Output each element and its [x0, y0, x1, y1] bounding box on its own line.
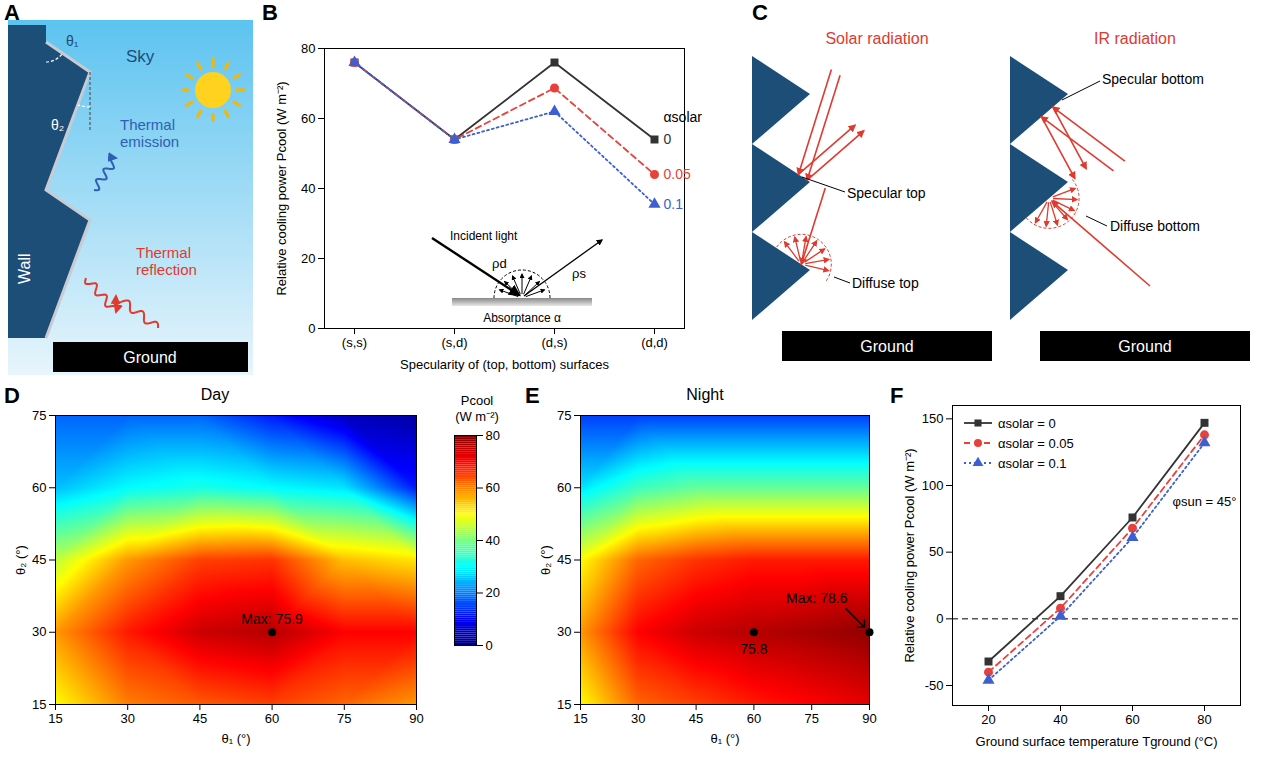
- svg-text:45: 45: [557, 552, 571, 567]
- svg-text:0.05: 0.05: [664, 166, 691, 182]
- svg-text:Thermalemission: Thermalemission: [120, 116, 179, 150]
- svg-text:60: 60: [301, 111, 315, 126]
- svg-text:Max: 78.6: Max: 78.6: [786, 590, 848, 606]
- svg-text:0: 0: [308, 321, 315, 336]
- svg-text:Solar radiation: Solar radiation: [825, 30, 928, 47]
- svg-text:(s,s): (s,s): [342, 335, 367, 350]
- svg-text:75: 75: [337, 711, 351, 726]
- svg-text:Max: 75.9: Max: 75.9: [241, 611, 303, 627]
- svg-text:Ground: Ground: [860, 338, 913, 355]
- svg-text:Diffuse bottom: Diffuse bottom: [1110, 218, 1200, 234]
- svg-text:30: 30: [120, 711, 134, 726]
- svg-text:φsun = 45°: φsun = 45°: [1173, 494, 1237, 509]
- svg-text:45: 45: [193, 711, 207, 726]
- svg-text:θ₂ (°): θ₂ (°): [13, 545, 28, 575]
- svg-text:Specular bottom: Specular bottom: [1102, 71, 1204, 87]
- svg-text:Ground surface temperature Tgr: Ground surface temperature Tground (°C): [976, 734, 1218, 749]
- svg-text:100: 100: [922, 478, 944, 493]
- svg-text:θ₁ (°): θ₁ (°): [221, 731, 250, 746]
- svg-text:ρd: ρd: [492, 256, 507, 271]
- html-text:B: B: [262, 0, 278, 25]
- svg-text:0.1: 0.1: [664, 196, 684, 212]
- svg-text:60: 60: [265, 711, 279, 726]
- html-text:C: C: [752, 0, 768, 25]
- svg-text:Sky: Sky: [126, 47, 155, 66]
- html-text:D: D: [4, 383, 20, 408]
- svg-text:15: 15: [573, 711, 587, 726]
- svg-text:75.8: 75.8: [740, 641, 767, 657]
- svg-text:80: 80: [486, 428, 500, 443]
- html-text:(W m⁻²): (W m⁻²): [455, 409, 499, 424]
- svg-text:(d,s): (d,s): [542, 335, 568, 350]
- svg-text:ρs: ρs: [572, 266, 586, 281]
- html-text:E: E: [525, 383, 540, 408]
- svg-text:20: 20: [486, 585, 500, 600]
- svg-text:30: 30: [32, 624, 46, 639]
- svg-text:θ₂ (°): θ₂ (°): [538, 545, 553, 575]
- svg-text:θ₁ (°): θ₁ (°): [710, 731, 739, 746]
- svg-text:-50: -50: [925, 678, 944, 693]
- html-text:αsolar = 0: αsolar = 0: [998, 415, 1056, 431]
- svg-text:20: 20: [981, 712, 995, 727]
- svg-text:0: 0: [936, 611, 943, 626]
- svg-text:Specularity of (top, bottom) s: Specularity of (top, bottom) surfaces: [400, 357, 609, 372]
- html-text:Pcool: Pcool: [460, 393, 494, 408]
- svg-text:60: 60: [747, 711, 761, 726]
- svg-text:Relative cooling power Pcool (: Relative cooling power Pcool (W m⁻²): [274, 81, 289, 295]
- html-text:Day: Day: [200, 386, 230, 403]
- svg-text:45: 45: [32, 552, 46, 567]
- svg-text:30: 30: [557, 624, 571, 639]
- svg-text:150: 150: [922, 411, 944, 426]
- html-text:A: A: [4, 0, 20, 25]
- svg-text:Incident light: Incident light: [450, 229, 518, 243]
- svg-text:50: 50: [929, 544, 943, 559]
- svg-text:(d,d): (d,d): [641, 335, 668, 350]
- svg-text:0: 0: [486, 638, 493, 653]
- svg-text:Specular top: Specular top: [847, 185, 926, 201]
- html-text:Night: Night: [686, 386, 724, 403]
- svg-text:60: 60: [486, 480, 500, 495]
- svg-text:Absorptance α: Absorptance α: [483, 311, 561, 325]
- svg-text:90: 90: [862, 711, 876, 726]
- svg-text:Ground: Ground: [1118, 338, 1171, 355]
- svg-text:Wall: Wall: [16, 253, 33, 284]
- svg-text:60: 60: [1125, 712, 1139, 727]
- svg-text:15: 15: [48, 711, 62, 726]
- html-text:F: F: [890, 383, 904, 408]
- svg-text:40: 40: [486, 533, 500, 548]
- svg-text:Diffuse top: Diffuse top: [852, 275, 919, 291]
- svg-text:75: 75: [557, 408, 571, 423]
- svg-text:90: 90: [409, 711, 423, 726]
- svg-text:40: 40: [301, 181, 315, 196]
- svg-text:60: 60: [557, 480, 571, 495]
- svg-text:0: 0: [664, 131, 672, 147]
- svg-text:IR radiation: IR radiation: [1094, 30, 1176, 47]
- svg-text:(s,d): (s,d): [442, 335, 468, 350]
- svg-text:Ground: Ground: [123, 349, 176, 366]
- svg-text:30: 30: [631, 711, 645, 726]
- svg-text:60: 60: [32, 480, 46, 495]
- svg-text:Thermalreflection: Thermalreflection: [136, 244, 197, 278]
- svg-text:80: 80: [301, 41, 315, 56]
- svg-text:15: 15: [32, 697, 46, 712]
- html-text:αsolar = 0.05: αsolar = 0.05: [998, 435, 1074, 451]
- svg-text:80: 80: [1197, 712, 1211, 727]
- svg-text:θ₁: θ₁: [66, 33, 79, 49]
- svg-text:75: 75: [32, 408, 46, 423]
- html-text:αsolar = 0.1: αsolar = 0.1: [998, 455, 1067, 471]
- svg-text:θ₂: θ₂: [51, 117, 64, 133]
- svg-text:15: 15: [557, 697, 571, 712]
- svg-text:45: 45: [689, 711, 703, 726]
- svg-text:Relative cooling power Pcool (: Relative cooling power Pcool (W m⁻²): [902, 448, 917, 662]
- svg-text:75: 75: [804, 711, 818, 726]
- svg-text:αsolar: αsolar: [664, 109, 703, 125]
- svg-text:20: 20: [301, 251, 315, 266]
- svg-text:40: 40: [1053, 712, 1067, 727]
